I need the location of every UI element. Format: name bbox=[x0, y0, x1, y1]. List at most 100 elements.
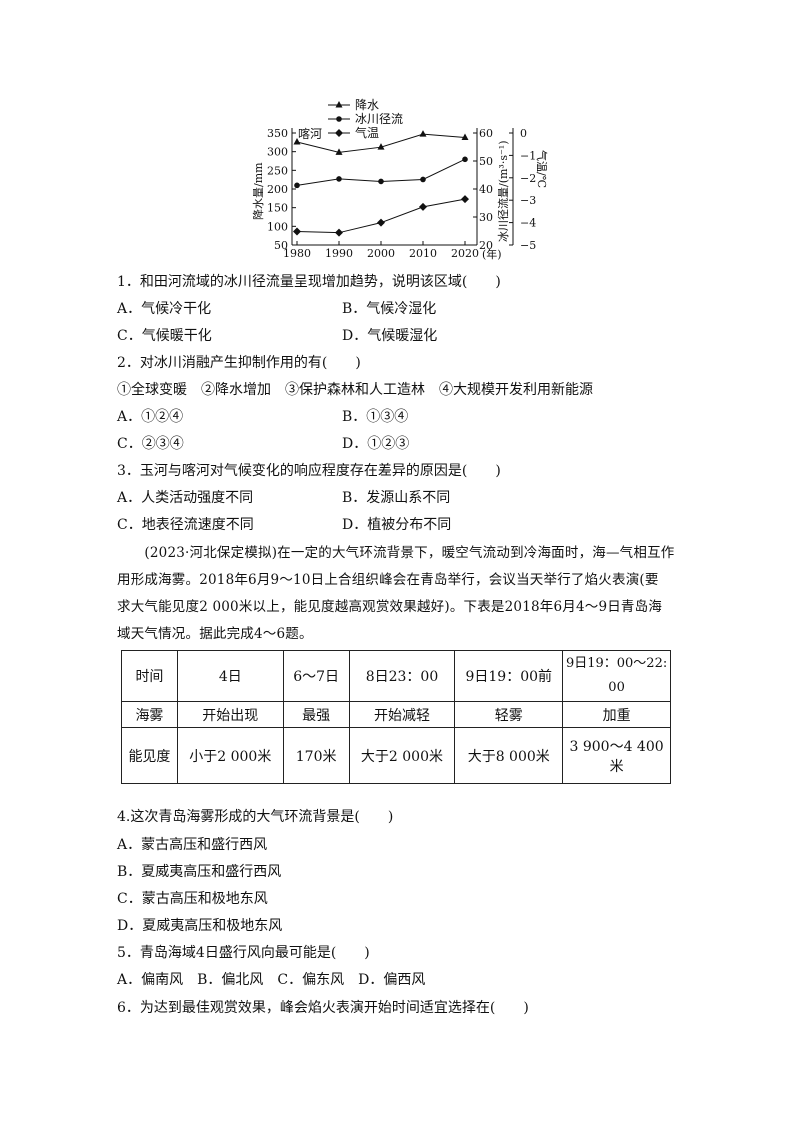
table-cell: 9日19：00前 bbox=[454, 650, 564, 702]
series-line-right bbox=[296, 198, 466, 234]
data-point-triangle bbox=[377, 143, 385, 150]
right-tick-label: −1 bbox=[520, 149, 536, 162]
q3-option-c: C．地表径流速度不同 bbox=[117, 517, 254, 533]
data-point-circle bbox=[462, 156, 468, 163]
q2-items: ①全球变暖 ②降水增加 ③保护森林和人工造林 ④大规模开发利用新能源 bbox=[117, 382, 593, 398]
table-cell: 4日 bbox=[176, 650, 284, 702]
passage-line: 域天气情况。据此完成4～6题。 bbox=[117, 626, 313, 642]
data-point-triangle bbox=[293, 137, 301, 145]
x-tick-label: 2010 bbox=[409, 247, 437, 260]
middle-axis-label: 冰川径流量/(m³·s⁻¹) bbox=[496, 141, 510, 243]
right-tick-label: −4 bbox=[520, 217, 536, 230]
x-tick-label: 2020 bbox=[451, 247, 479, 260]
left-tick-label: 200 bbox=[267, 183, 288, 196]
table-cell: 能见度 bbox=[121, 727, 178, 784]
q2-option-c: C．②③④ bbox=[117, 436, 184, 452]
table-cell: 170米 bbox=[282, 727, 350, 784]
table-cell: 大于8 000米 bbox=[454, 727, 564, 784]
q3-option-d: D．植被分布不同 bbox=[342, 517, 452, 533]
right-tick-label: 0 bbox=[520, 127, 527, 140]
table-cell: 小于2 000米 bbox=[176, 727, 284, 784]
region-label: 喀河 bbox=[298, 127, 322, 141]
q3-option-b: B．发源山系不同 bbox=[342, 490, 451, 506]
left-axis-label: 降水量/mm bbox=[251, 162, 265, 220]
table-cell: 3 900～4 400米 bbox=[562, 727, 671, 784]
x-tick-label: 1990 bbox=[325, 247, 353, 260]
q5-options: A．偏南风 B．偏北风 C．偏东风 D．偏西风 bbox=[117, 972, 426, 988]
q3-option-a: A．人类活动强度不同 bbox=[117, 490, 254, 506]
legend-label: 降水 bbox=[355, 98, 379, 112]
table-cell: 最强 bbox=[282, 701, 350, 728]
data-point-diamond bbox=[335, 228, 343, 237]
left-tick-label: 250 bbox=[267, 164, 288, 177]
q1-option-c: C．气候暖干化 bbox=[117, 328, 212, 344]
right-tick-label: −2 bbox=[520, 172, 536, 185]
passage-line: (2023·河北保定模拟)在一定的大气环流背景下，暖空气流动到冷海面时，海—气相… bbox=[117, 545, 675, 561]
data-point-circle bbox=[294, 182, 300, 189]
data-point-diamond bbox=[377, 218, 385, 227]
table-cell: 加重 bbox=[562, 701, 671, 728]
q4-option-d: D．夏威夷高压和极地东风 bbox=[117, 918, 283, 934]
data-point-triangle bbox=[335, 148, 343, 155]
q4-option-a: A．蒙古高压和盛行西风 bbox=[117, 837, 268, 853]
question-3: 3．玉河与喀河对气候变化的响应程度存在差异的原因是( ) bbox=[117, 463, 501, 479]
q1-option-a: A．气候冷干化 bbox=[117, 301, 212, 317]
table-cell: 开始减轻 bbox=[348, 701, 456, 728]
left-tick-label: 100 bbox=[267, 220, 288, 233]
left-tick-label: 300 bbox=[267, 146, 288, 159]
q4-option-c: C．蒙古高压和极地东风 bbox=[117, 891, 268, 907]
table-cell: 大于2 000米 bbox=[348, 727, 456, 784]
middle-tick-label: 30 bbox=[479, 211, 493, 224]
legend-marker-circle bbox=[336, 116, 342, 122]
table-cell: 开始出现 bbox=[176, 701, 284, 728]
question-4: 4.这次青岛海雾形成的大气环流背景是( ) bbox=[117, 809, 394, 825]
x-tick-label: 2000 bbox=[367, 247, 395, 260]
question-2: 2．对冰川消融产生抑制作用的有( ) bbox=[117, 355, 361, 371]
left-tick-label: 350 bbox=[267, 127, 288, 140]
table-row: 时间 4日 6～7日 8日23：00 9日19：00前 9日19：00～22:00 bbox=[121, 650, 671, 702]
middle-tick-label: 20 bbox=[479, 239, 493, 252]
right-tick-label: −5 bbox=[520, 239, 536, 252]
right-tick-label: −3 bbox=[520, 194, 536, 207]
legend-label: 气温 bbox=[355, 125, 379, 140]
middle-tick-label: 40 bbox=[479, 183, 493, 196]
x-axis-label: (年) bbox=[482, 247, 502, 261]
data-point-diamond bbox=[419, 202, 427, 211]
table-cell: 6～7日 bbox=[282, 650, 350, 702]
middle-tick-label: 50 bbox=[479, 155, 493, 168]
data-point-triangle bbox=[461, 133, 469, 140]
passage-line: 求大气能见度2 000米以上，能见度越高观赏效果越好)。下表是2018年6月4～… bbox=[117, 599, 663, 615]
x-tick-label: 1980 bbox=[283, 247, 311, 260]
q1-option-d: D．气候暖湿化 bbox=[342, 328, 438, 344]
legend-label: 冰川径流 bbox=[355, 112, 403, 126]
table-cell: 8日23：00 bbox=[348, 650, 456, 702]
weather-table: 时间 4日 6～7日 8日23：00 9日19：00前 9日19：00～22:00 海雾开… bbox=[121, 650, 671, 784]
q2-option-b: B．①③④ bbox=[342, 409, 409, 425]
left-tick-label: 150 bbox=[267, 202, 288, 215]
passage-line: 用形成海雾。2018年6月9～10日上合组织峰会在青岛举行，会议当天举行了焰火表… bbox=[117, 572, 659, 588]
right-axis-label: 气温/℃ bbox=[535, 150, 549, 188]
data-point-circle bbox=[336, 176, 342, 182]
legend-marker-diamond bbox=[335, 129, 343, 137]
table-cell: 轻雾 bbox=[454, 701, 564, 728]
q1-option-b: B．气候冷湿化 bbox=[342, 301, 437, 317]
data-point-diamond bbox=[293, 227, 301, 236]
table-cell: 海雾 bbox=[121, 701, 178, 728]
line-chart: 50 100 150 200 250 300 350 20 30 40 50 60 −5 −4 −3 −2 −1… bbox=[251, 98, 549, 261]
q2-option-d: D．①②③ bbox=[342, 436, 410, 452]
table-cell: 9日19：00～22:00 bbox=[562, 650, 671, 702]
table-row: 能见度 小于2 000米 170米 大于2 000米 大于8 000米 3 900～4 4… bbox=[121, 727, 671, 784]
data-point-circle bbox=[420, 176, 426, 183]
table-row: 海雾 开始出现 最强 开始减轻 轻雾 加重 bbox=[121, 701, 671, 728]
table-cell: 时间 bbox=[121, 650, 178, 702]
data-point-triangle bbox=[419, 130, 427, 137]
question-6: 6．为达到最佳观赏效果，峰会焰火表演开始时间适宜选择在( ) bbox=[117, 1000, 529, 1016]
question-1: 1．和田河流域的冰川径流量呈现增加趋势，说明该区域( ) bbox=[117, 274, 501, 290]
left-tick-label: 50 bbox=[274, 239, 288, 252]
legend-marker-triangle bbox=[335, 101, 343, 108]
q2-option-a: A．①②④ bbox=[117, 409, 184, 425]
q4-option-b: B．夏威夷高压和盛行西风 bbox=[117, 864, 282, 880]
data-point-diamond bbox=[461, 195, 469, 204]
question-5: 5．青岛海域4日盛行风向最可能是( ) bbox=[117, 945, 370, 961]
